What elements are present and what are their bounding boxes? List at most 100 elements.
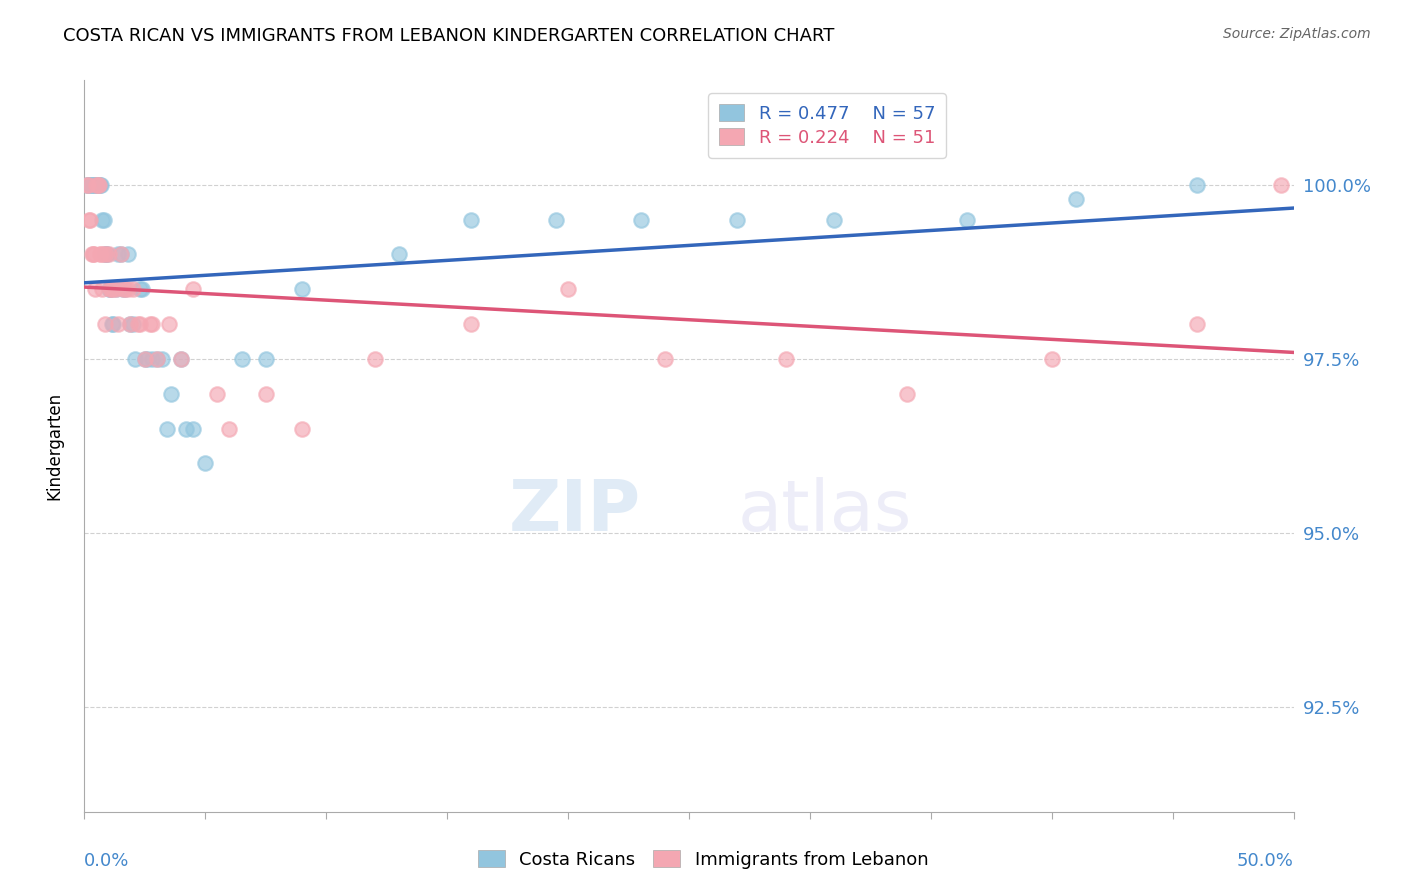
Point — [121, 317, 143, 331]
Legend: Costa Ricans, Immigrants from Lebanon: Costa Ricans, Immigrants from Lebanon — [471, 843, 935, 876]
Point — [138, 317, 160, 331]
Text: atlas: atlas — [737, 477, 911, 546]
Point — [97, 247, 120, 261]
Point — [120, 317, 142, 331]
Point — [544, 212, 567, 227]
Point — [363, 351, 385, 366]
Point — [141, 351, 163, 366]
Point — [157, 317, 180, 331]
Point — [207, 386, 229, 401]
Point — [80, 178, 103, 192]
Point — [121, 282, 143, 296]
Point — [557, 282, 579, 296]
Point — [131, 282, 153, 296]
Point — [291, 282, 314, 296]
Point — [134, 351, 156, 366]
Y-axis label: Kindergarten: Kindergarten — [45, 392, 63, 500]
Point — [218, 421, 240, 435]
Point — [104, 282, 127, 296]
Point — [114, 282, 136, 296]
Point — [630, 212, 652, 227]
Point — [388, 247, 411, 261]
Point — [107, 247, 129, 261]
Point — [181, 282, 204, 296]
Point — [194, 457, 217, 471]
Text: COSTA RICAN VS IMMIGRANTS FROM LEBANON KINDERGARTEN CORRELATION CHART: COSTA RICAN VS IMMIGRANTS FROM LEBANON K… — [63, 27, 835, 45]
Point — [77, 212, 100, 227]
Point — [83, 247, 105, 261]
Point — [141, 317, 163, 331]
Point — [775, 351, 797, 366]
Point — [110, 247, 132, 261]
Point — [181, 421, 204, 435]
Point — [460, 212, 482, 227]
Point — [94, 317, 117, 331]
Point — [86, 178, 108, 192]
Point — [90, 247, 112, 261]
Point — [94, 247, 117, 261]
Point — [1040, 351, 1063, 366]
Point — [146, 351, 169, 366]
Point — [170, 351, 193, 366]
Point — [150, 351, 173, 366]
Point — [129, 317, 152, 331]
Point — [101, 317, 124, 331]
Point — [90, 178, 112, 192]
Text: 0.0%: 0.0% — [84, 852, 129, 870]
Point — [103, 317, 125, 331]
Point — [94, 247, 117, 261]
Point — [98, 282, 121, 296]
Point — [77, 178, 100, 192]
Point — [93, 212, 115, 227]
Point — [112, 282, 135, 296]
Point — [120, 317, 142, 331]
Point — [114, 282, 136, 296]
Point — [84, 178, 107, 192]
Point — [1185, 317, 1208, 331]
Text: 50.0%: 50.0% — [1237, 852, 1294, 870]
Point — [117, 282, 139, 296]
Legend: R = 0.477    N = 57, R = 0.224    N = 51: R = 0.477 N = 57, R = 0.224 N = 51 — [709, 93, 946, 158]
Point — [76, 178, 98, 192]
Point — [104, 282, 127, 296]
Point — [110, 247, 132, 261]
Point — [823, 212, 845, 227]
Point — [83, 178, 105, 192]
Point — [86, 178, 108, 192]
Point — [129, 282, 152, 296]
Point — [98, 282, 121, 296]
Point — [96, 247, 118, 261]
Point — [82, 247, 104, 261]
Point — [79, 178, 101, 192]
Point — [91, 282, 114, 296]
Point — [87, 178, 110, 192]
Point — [117, 247, 139, 261]
Point — [170, 351, 193, 366]
Point — [100, 282, 122, 296]
Point — [82, 178, 104, 192]
Point — [77, 178, 100, 192]
Point — [127, 317, 149, 331]
Point — [91, 212, 114, 227]
Point — [97, 282, 120, 296]
Text: ZIP: ZIP — [509, 477, 641, 546]
Point — [124, 351, 146, 366]
Point — [94, 247, 117, 261]
Point — [254, 386, 277, 401]
Point — [460, 317, 482, 331]
Point — [155, 421, 177, 435]
Point — [86, 178, 108, 192]
Point — [136, 351, 159, 366]
Point — [93, 247, 115, 261]
Point — [112, 282, 135, 296]
Point — [896, 386, 918, 401]
Point — [146, 351, 169, 366]
Point — [84, 282, 107, 296]
Point — [76, 178, 98, 192]
Point — [134, 351, 156, 366]
Text: Source: ZipAtlas.com: Source: ZipAtlas.com — [1223, 27, 1371, 41]
Point — [103, 282, 125, 296]
Point — [80, 247, 103, 261]
Point — [89, 178, 111, 192]
Point — [174, 421, 197, 435]
